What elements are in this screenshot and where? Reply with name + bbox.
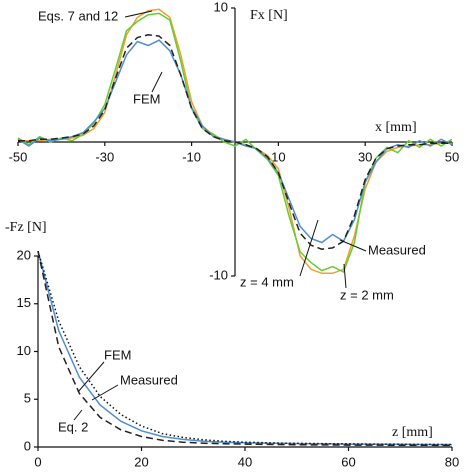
leader-line [151,71,163,93]
y-tick-label: 0 [24,438,31,453]
y-tick-label: 10 [214,0,228,14]
y-tick-label: 10 [17,343,31,358]
x-tick-label: 0 [34,454,41,469]
series-line [37,251,453,447]
series-line [18,34,452,250]
x-axis-label: x [mm] [375,120,417,135]
annotation: FEM [133,91,160,106]
y-tick-label: 15 [17,295,31,310]
leader-line [339,239,367,252]
x-tick-label: 20 [134,454,148,469]
x-tick-label: 30 [358,149,372,164]
leader-line [124,10,153,18]
x-tick-label: 80 [445,454,459,469]
annotation: Eq. 2 [58,419,88,434]
series-line [37,251,453,446]
leader-line [299,219,319,277]
y-tick-label: -10 [209,267,228,282]
x-axis-label: z [mm] [392,425,433,440]
x-tick-label: -50 [9,149,28,164]
x-tick-label: 50 [445,149,459,164]
x-tick-label: 60 [341,454,355,469]
annotation: Measured [120,372,178,387]
annotation: z = 2 mm [340,287,394,302]
y-tick-label: 20 [17,247,31,262]
leader-line [91,384,119,401]
annotation: z = 4 mm [240,274,294,289]
y-axis-label: -Fz [N] [5,220,47,235]
annotation: Eqs. 7 and 12 [38,8,118,23]
annotation: FEM [104,347,131,362]
y-tick-label: 5 [24,391,31,406]
leader-line [73,409,83,421]
x-tick-label: 40 [238,454,252,469]
x-tick-label: 10 [271,149,285,164]
annotation: Measured [368,242,426,257]
leader-line [77,361,105,393]
y-axis-label: Fx [N] [250,8,288,23]
leader-line [343,263,347,289]
series-line [37,250,453,446]
x-tick-label: -30 [95,149,114,164]
x-tick-label: -10 [182,149,201,164]
